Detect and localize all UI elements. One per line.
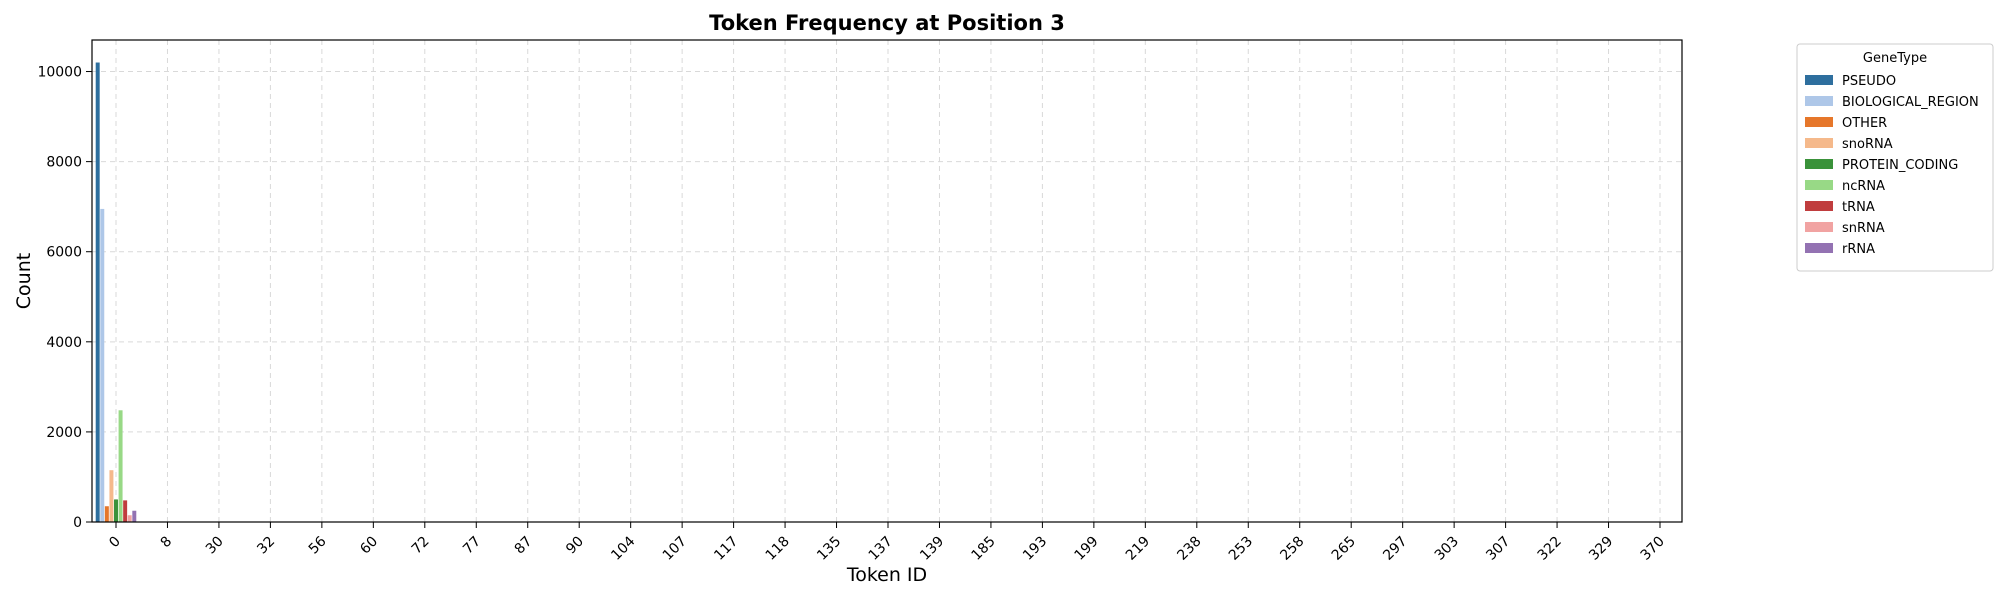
legend-label: OTHER [1842, 116, 1887, 131]
x-tick-label: 90 [563, 534, 587, 558]
legend-label: PSEUDO [1842, 74, 1896, 89]
x-tick-label: 104 [608, 533, 638, 563]
x-tick-label: 199 [1071, 534, 1101, 564]
x-tick-label: 60 [357, 534, 381, 558]
legend-swatch [1805, 138, 1833, 148]
x-tick-label: 370 [1638, 534, 1668, 564]
legend-swatch [1805, 75, 1833, 85]
x-tick-label: 87 [512, 534, 536, 558]
grid [92, 40, 1682, 523]
legend-swatch [1805, 201, 1833, 211]
y-tick-label: 6000 [46, 245, 82, 261]
legend: GeneType PSEUDO BIOLOGICAL_REGION OTHER snoR… [1796, 43, 1994, 272]
x-tick-label: 32 [254, 534, 278, 558]
bar [114, 499, 118, 522]
bar [100, 208, 105, 522]
y-axis: 0 2000 4000 6000 8000 10000 [37, 65, 92, 531]
y-tick-label: 0 [73, 515, 82, 531]
x-tick-label: 30 [203, 534, 227, 558]
x-tick-label: 258 [1277, 534, 1307, 564]
x-tick-label: 238 [1174, 534, 1204, 564]
x-tick-label: 322 [1535, 534, 1565, 564]
x-tick-label: 329 [1586, 534, 1616, 564]
legend-label: ncRNA [1842, 179, 1885, 194]
bar [95, 62, 100, 522]
x-tick-label: 219 [1123, 534, 1153, 564]
legend-label: tRNA [1842, 200, 1875, 215]
legend-label: snRNA [1842, 221, 1885, 236]
legend-swatch [1805, 117, 1833, 127]
y-axis-title: Count [13, 253, 35, 309]
legend-swatch [1805, 96, 1833, 106]
x-tick-label: 303 [1432, 534, 1462, 564]
x-tick-label: 0 [106, 534, 124, 552]
legend-swatch [1805, 243, 1833, 253]
legend-label: BIOLOGICAL_REGION [1842, 95, 1979, 110]
x-tick-label: 117 [711, 534, 741, 564]
x-tick-label: 185 [969, 534, 999, 564]
legend-swatch [1805, 159, 1833, 169]
y-tick-label: 4000 [46, 335, 82, 351]
x-tick-label: 72 [409, 534, 433, 558]
bar [132, 510, 137, 522]
x-tick-label: 107 [660, 534, 690, 564]
y-tick-label: 2000 [46, 425, 82, 441]
bar [123, 500, 128, 522]
x-tick-label: 307 [1483, 534, 1513, 564]
legend-swatch [1805, 222, 1833, 232]
plot-frame [91, 39, 1683, 523]
x-tick-label: 8 [158, 534, 176, 552]
legend-label: PROTEIN_CODING [1842, 158, 1958, 173]
bar [118, 410, 123, 522]
x-tick-label: 139 [917, 534, 947, 564]
x-axis: 0 8 30 32 56 60 72 77 87 90 104 107 117 118 135 137 139 1… [106, 522, 1668, 564]
x-tick-label: 265 [1329, 534, 1359, 564]
legend-label: rRNA [1842, 242, 1875, 257]
x-tick-label: 56 [306, 533, 330, 557]
bar [127, 515, 132, 522]
chart-title: Token Frequency at Position 3 [709, 11, 1065, 35]
bars [95, 62, 137, 522]
x-tick-label: 253 [1226, 534, 1256, 564]
bar [104, 506, 109, 522]
legend-title: GeneType [1863, 51, 1927, 66]
x-tick-label: 297 [1380, 534, 1410, 564]
y-tick-label: 10000 [37, 65, 82, 81]
x-axis-title: Token ID [846, 564, 927, 586]
legend-swatch [1805, 180, 1833, 190]
x-tick-label: 193 [1020, 534, 1050, 564]
bar [109, 470, 114, 522]
x-tick-label: 118 [763, 534, 793, 564]
y-tick-label: 8000 [46, 155, 82, 171]
x-tick-label: 137 [866, 534, 896, 564]
legend-label: snoRNA [1842, 137, 1893, 152]
legend-box [1796, 43, 1994, 272]
x-tick-label: 135 [814, 534, 844, 564]
x-tick-label: 77 [460, 534, 484, 558]
